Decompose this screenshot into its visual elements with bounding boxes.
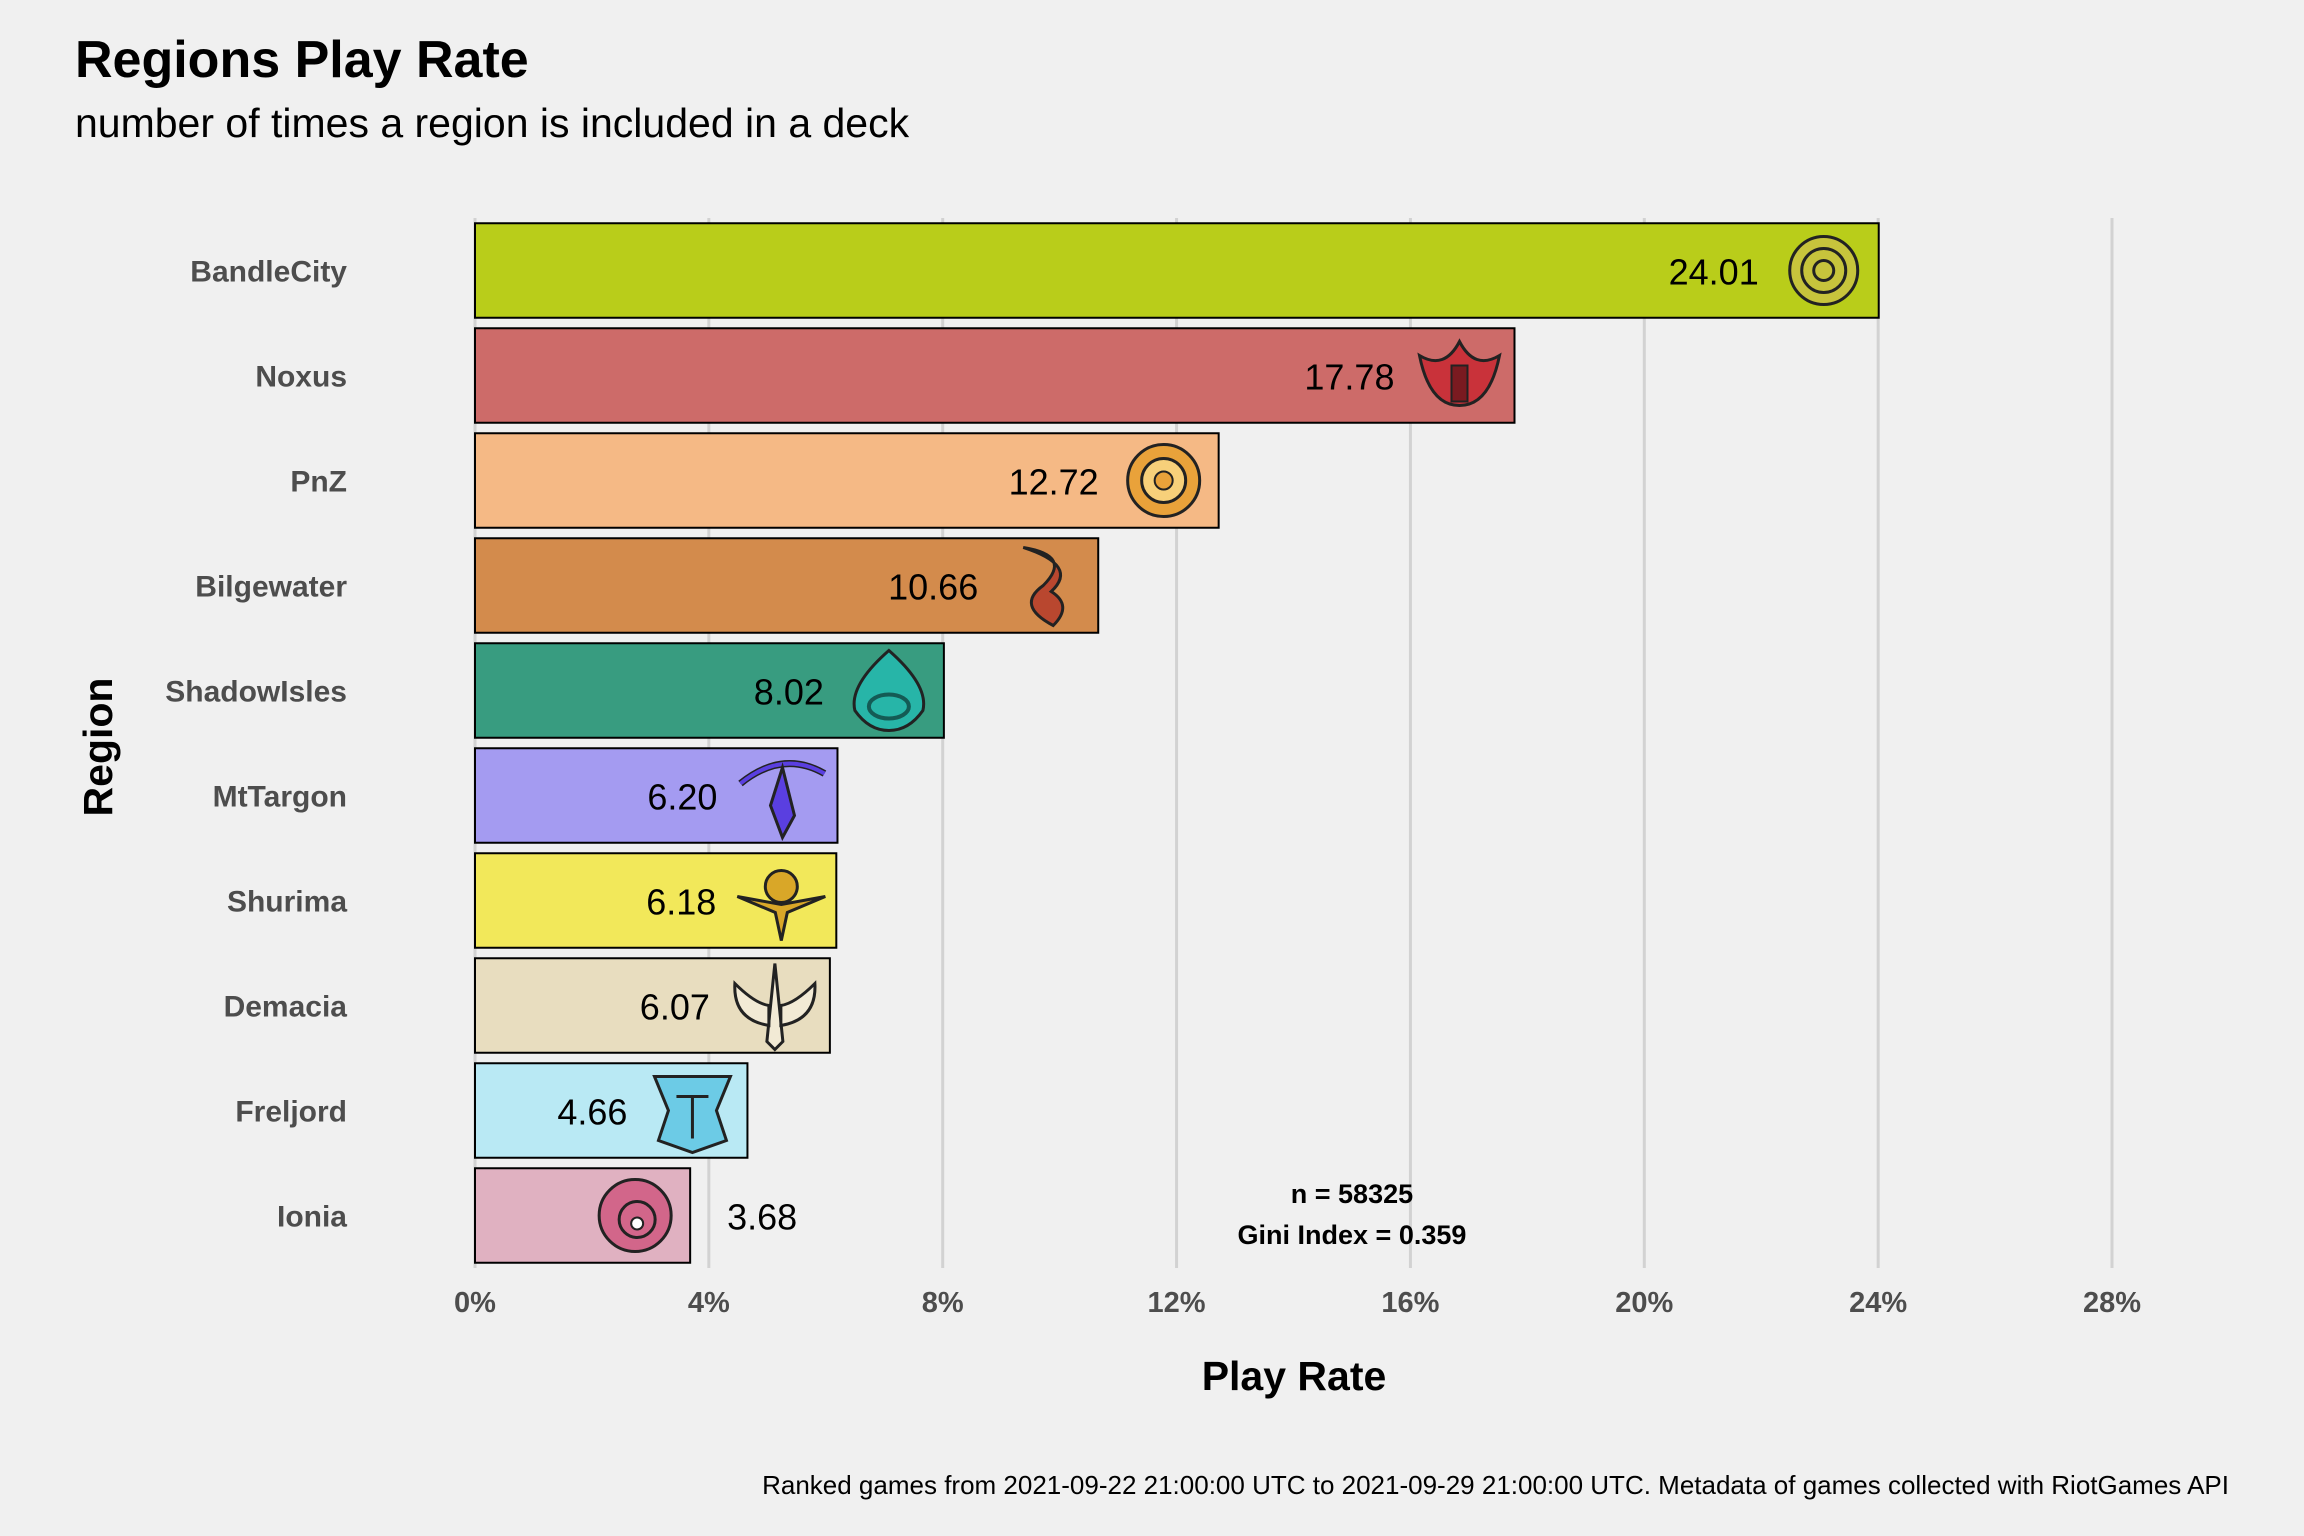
bandlecity-emblem-icon [1788, 235, 1860, 306]
bar-value-label: 4.66 [557, 1092, 627, 1133]
bar-bandlecity: 24.01 [474, 222, 1880, 319]
shadowisles-emblem-icon [852, 648, 926, 733]
bar-value-label: 10.66 [888, 567, 978, 608]
bar-value-label: 8.02 [754, 672, 824, 713]
y-tick-label: MtTargon [213, 781, 347, 814]
bar-value-label: 6.18 [646, 882, 716, 923]
y-tick-label: ShadowIsles [165, 676, 347, 709]
y-tick-label: Bilgewater [195, 571, 347, 604]
x-tick-label: 24% [1849, 1287, 1907, 1319]
freljord-emblem-icon [652, 1075, 733, 1155]
x-axis-label: Play Rate [1202, 1353, 1387, 1399]
bilgewater-emblem-icon [1022, 546, 1065, 628]
y-tick-label: PnZ [290, 466, 347, 499]
bar-value-label: 6.07 [640, 987, 710, 1028]
pnz-emblem-icon [1126, 443, 1202, 518]
x-tick-label: 0% [454, 1287, 496, 1319]
bar-shurima: 6.18 [474, 852, 838, 949]
x-tick-label: 16% [1381, 1287, 1439, 1319]
bar-pnz: 12.72 [474, 432, 1220, 529]
bar-rect [474, 432, 1220, 529]
chart-subtitle: number of times a region is included in … [75, 100, 910, 146]
y-axis-ticks: BandleCity Noxus PnZ Bilgewater ShadowIsles M… [165, 256, 347, 1234]
x-axis-ticks: 0% 4% 8% 12% 16% 20% 24% 28% [454, 1287, 2141, 1319]
bar-ionia: 3.68 [474, 1167, 797, 1264]
x-tick-label: 20% [1615, 1287, 1673, 1319]
x-tick-label: 12% [1148, 1287, 1206, 1319]
bar-shadowisles: 8.02 [474, 642, 945, 739]
chart-caption: Ranked games from 2021-09-22 21:00:00 UT… [762, 1470, 2229, 1500]
mttargon-emblem-icon [738, 760, 827, 842]
y-tick-label: Noxus [255, 361, 347, 394]
bar-value-label: 6.20 [647, 777, 717, 818]
bar-rect [474, 327, 1516, 424]
y-tick-label: BandleCity [190, 256, 347, 289]
x-tick-label: 28% [2083, 1287, 2141, 1319]
bar-value-label: 12.72 [1009, 462, 1099, 503]
bar-rect [474, 222, 1880, 319]
bar-rect [474, 537, 1100, 634]
annotation-n: n = 58325 [1291, 1179, 1413, 1209]
noxus-emblem-icon [1417, 338, 1502, 408]
bar-value-label: 24.01 [1669, 252, 1759, 293]
annotation-gini: Gini Index = 0.359 [1238, 1220, 1467, 1250]
bar-freljord: 4.66 [474, 1062, 749, 1159]
bar-mttargon: 6.20 [474, 747, 839, 844]
shurima-emblem-icon [736, 869, 826, 941]
y-tick-label: Shurima [227, 886, 347, 919]
chart-title: Regions Play Rate [75, 31, 529, 89]
x-tick-label: 4% [688, 1287, 730, 1319]
bar-bilgewater: 10.66 [474, 537, 1100, 634]
bar-noxus: 17.78 [474, 327, 1516, 424]
y-tick-label: Demacia [224, 991, 348, 1024]
x-tick-label: 8% [922, 1287, 964, 1319]
y-tick-label: Freljord [235, 1096, 347, 1129]
ionia-emblem-icon [597, 1178, 673, 1253]
demacia-emblem-icon [733, 963, 817, 1052]
y-axis-label: Region [75, 678, 121, 817]
bars: 24.01 17.78 12.72 10.66 8.02 6.20 6.18 6.07 4.66… [474, 222, 1880, 1264]
bar-value-label: 3.68 [727, 1197, 797, 1238]
bar-value-label: 17.78 [1304, 357, 1394, 398]
y-tick-label: Ionia [277, 1201, 347, 1234]
bar-demacia: 6.07 [474, 957, 831, 1054]
